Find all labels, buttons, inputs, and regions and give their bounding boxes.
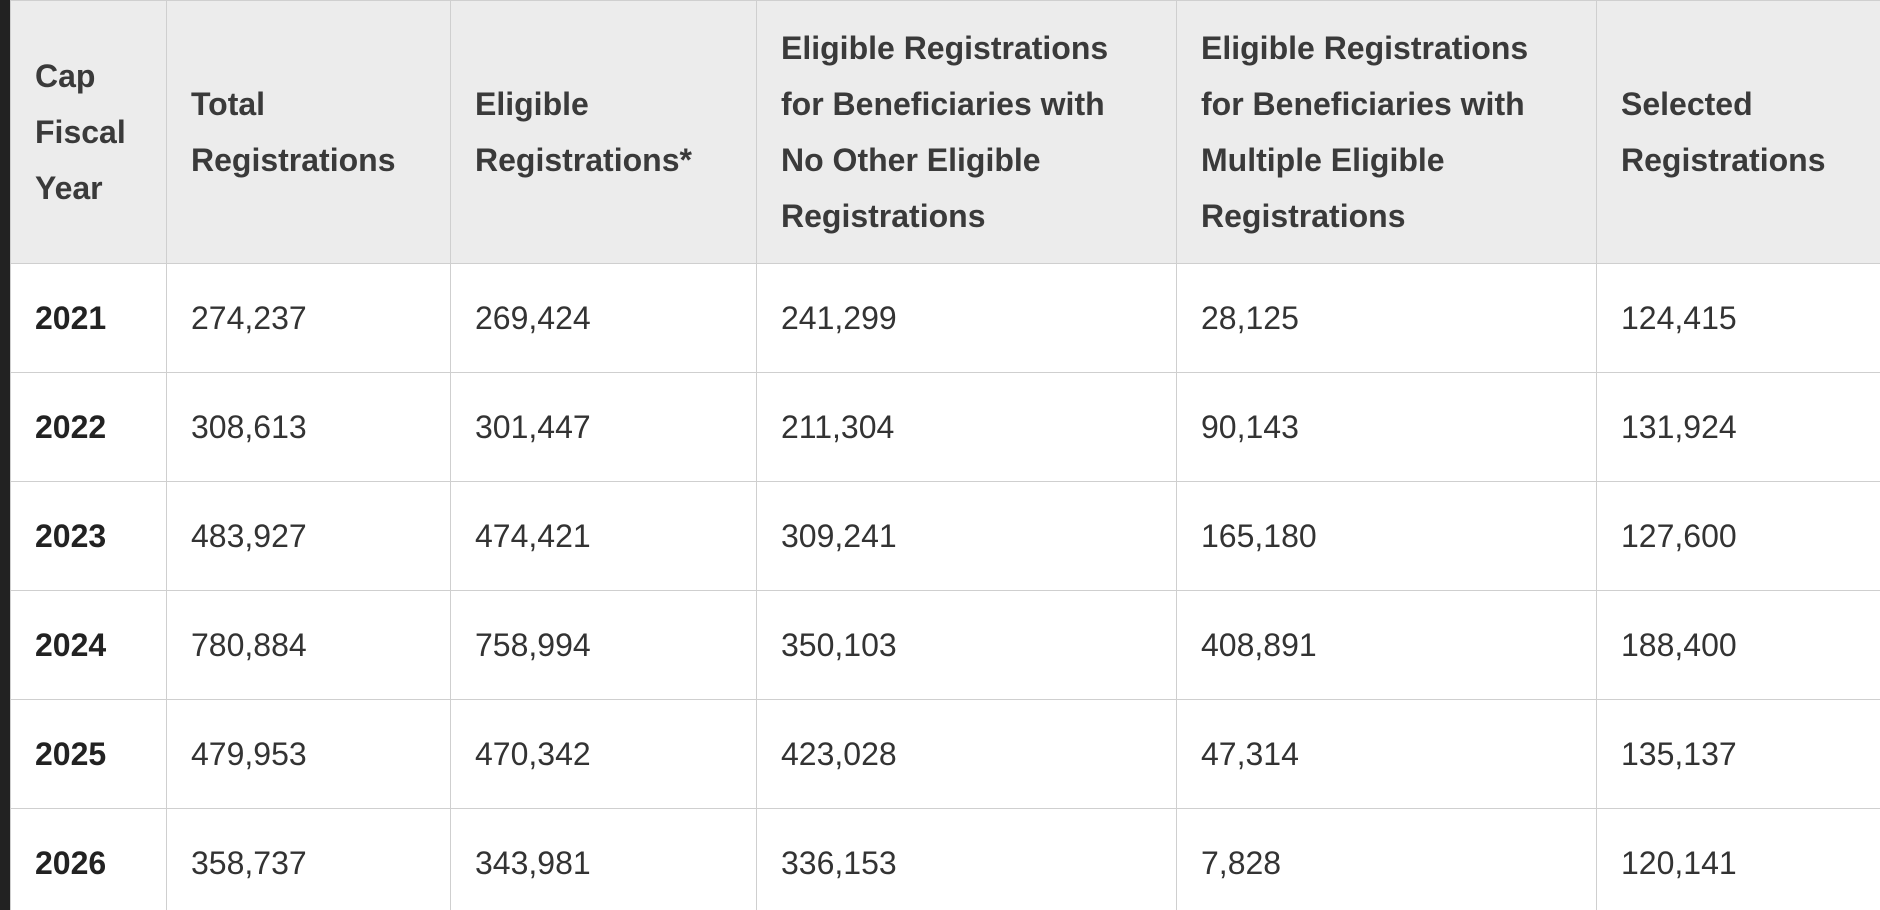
value-cell: 408,891 bbox=[1176, 590, 1597, 700]
value-cell: 211,304 bbox=[756, 372, 1177, 482]
value-cell: 274,237 bbox=[166, 263, 451, 373]
table-row: 2025 479,953 470,342 423,028 47,314 135,137 bbox=[10, 699, 1880, 809]
value-cell: 423,028 bbox=[756, 699, 1177, 809]
value-cell: 165,180 bbox=[1176, 481, 1597, 591]
value-cell: 127,600 bbox=[1596, 481, 1880, 591]
value-cell: 241,299 bbox=[756, 263, 1177, 373]
header-cell: Eligible Registrations for Beneficiaries… bbox=[756, 0, 1177, 264]
value-cell: 470,342 bbox=[450, 699, 757, 809]
table-row: 2023 483,927 474,421 309,241 165,180 127,600 bbox=[10, 481, 1880, 591]
year-cell: 2022 bbox=[10, 372, 167, 482]
header-cell: Total Registrations bbox=[166, 0, 451, 264]
value-cell: 120,141 bbox=[1596, 808, 1880, 910]
value-cell: 350,103 bbox=[756, 590, 1177, 700]
header-row: Cap Fiscal Year Total Registrations Eligib… bbox=[10, 0, 1880, 264]
value-cell: 343,981 bbox=[450, 808, 757, 910]
value-cell: 336,153 bbox=[756, 808, 1177, 910]
table-row: 2022 308,613 301,447 211,304 90,143 131,924 bbox=[10, 372, 1880, 482]
value-cell: 269,424 bbox=[450, 263, 757, 373]
year-cell: 2025 bbox=[10, 699, 167, 809]
value-cell: 308,613 bbox=[166, 372, 451, 482]
value-cell: 301,447 bbox=[450, 372, 757, 482]
table-body: 2021 274,237 269,424 241,299 28,125 124,415 20… bbox=[10, 263, 1880, 910]
value-cell: 131,924 bbox=[1596, 372, 1880, 482]
table-container: Cap Fiscal Year Total Registrations Eligib… bbox=[10, 0, 1880, 910]
value-cell: 309,241 bbox=[756, 481, 1177, 591]
value-cell: 780,884 bbox=[166, 590, 451, 700]
year-cell: 2023 bbox=[10, 481, 167, 591]
value-cell: 124,415 bbox=[1596, 263, 1880, 373]
value-cell: 90,143 bbox=[1176, 372, 1597, 482]
header-cell: Eligible Registrations for Beneficiaries… bbox=[1176, 0, 1597, 264]
value-cell: 28,125 bbox=[1176, 263, 1597, 373]
value-cell: 47,314 bbox=[1176, 699, 1597, 809]
value-cell: 479,953 bbox=[166, 699, 451, 809]
registrations-table: Cap Fiscal Year Total Registrations Eligib… bbox=[10, 0, 1880, 910]
value-cell: 188,400 bbox=[1596, 590, 1880, 700]
header-cell: Eligible Registrations* bbox=[450, 0, 757, 264]
year-cell: 2021 bbox=[10, 263, 167, 373]
table-row: 2024 780,884 758,994 350,103 408,891 188,400 bbox=[10, 590, 1880, 700]
value-cell: 474,421 bbox=[450, 481, 757, 591]
table-row: 2021 274,237 269,424 241,299 28,125 124,415 bbox=[10, 263, 1880, 373]
value-cell: 7,828 bbox=[1176, 808, 1597, 910]
header-cell: Selected Registrations bbox=[1596, 0, 1880, 264]
value-cell: 358,737 bbox=[166, 808, 451, 910]
value-cell: 758,994 bbox=[450, 590, 757, 700]
header-cell: Cap Fiscal Year bbox=[10, 0, 167, 264]
value-cell: 483,927 bbox=[166, 481, 451, 591]
year-cell: 2024 bbox=[10, 590, 167, 700]
table-row: 2026 358,737 343,981 336,153 7,828 120,141 bbox=[10, 808, 1880, 910]
value-cell: 135,137 bbox=[1596, 699, 1880, 809]
year-cell: 2026 bbox=[10, 808, 167, 910]
